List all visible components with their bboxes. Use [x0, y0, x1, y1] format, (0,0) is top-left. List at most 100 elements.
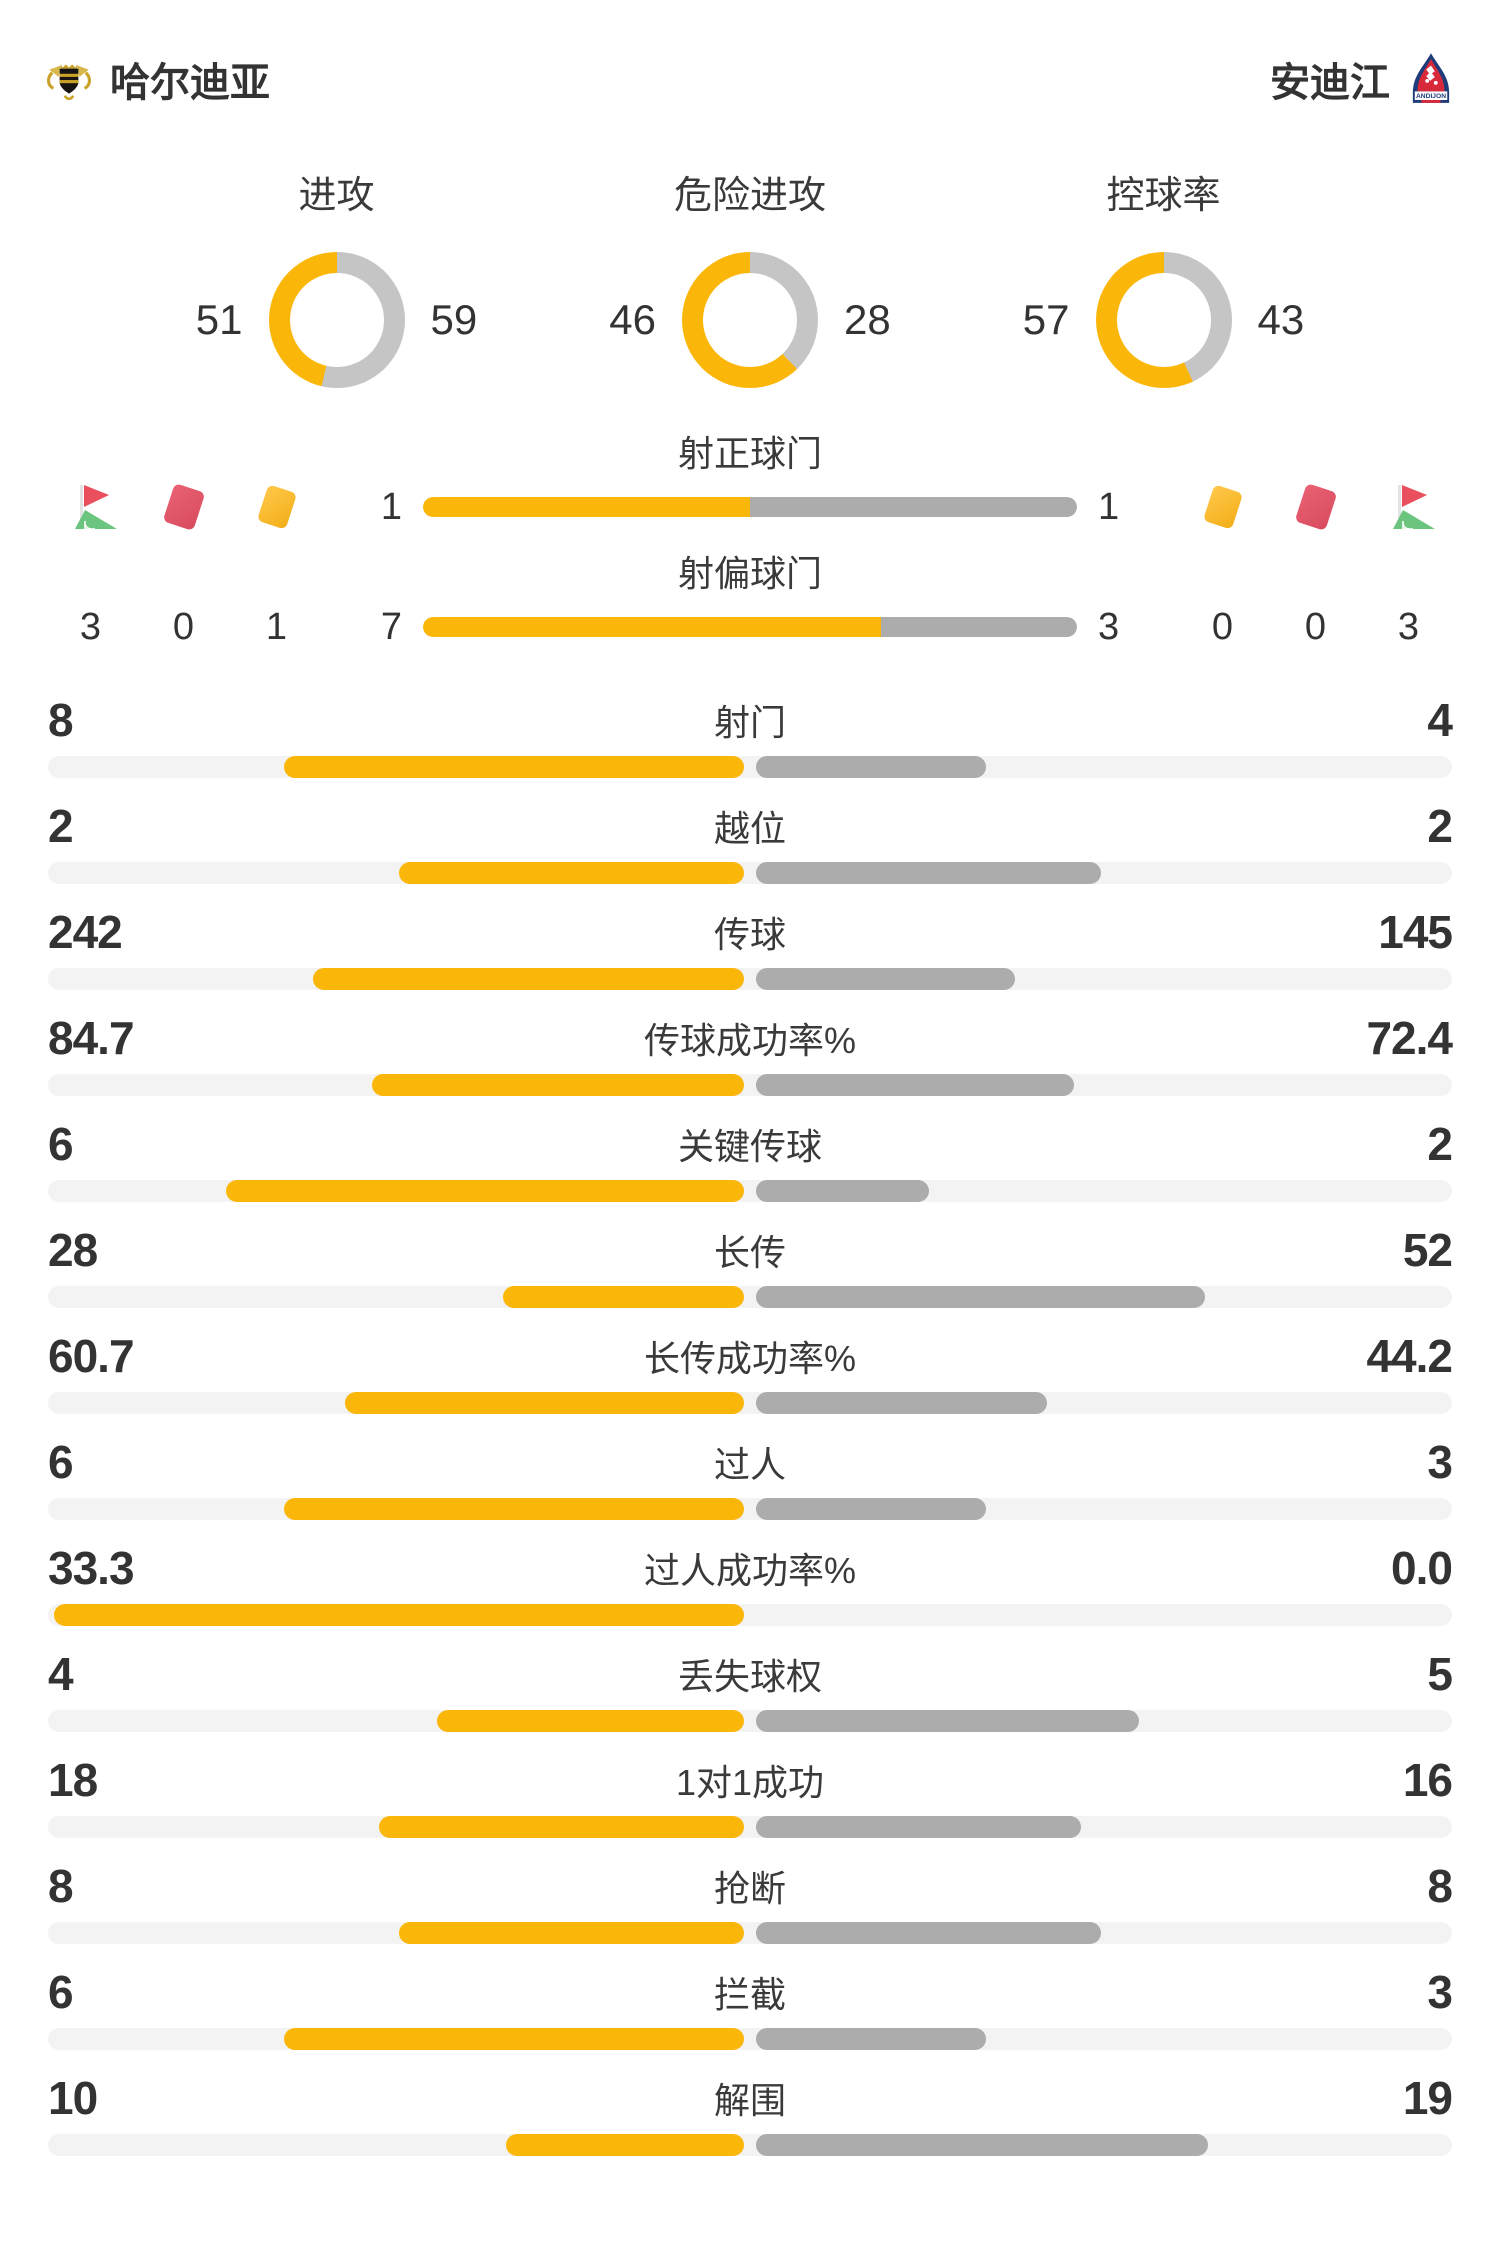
stat-bar-away [756, 1710, 1139, 1732]
shots-on-target-bar [423, 497, 1077, 517]
stat-away-value: 19 [1402, 2072, 1453, 2124]
stat-home-value: 8 [48, 694, 74, 746]
stat-away-value: 52 [1402, 1224, 1453, 1276]
shots-on-target-row: 1 1 [0, 478, 1500, 536]
stat-row: 6 过人 3 [0, 1428, 1500, 1534]
corner-flag-icon [44, 479, 137, 535]
stat-away-value: 3 [1427, 1436, 1453, 1488]
stat-home-value: 18 [48, 1754, 98, 1806]
stat-away-value: 2 [1427, 1118, 1453, 1170]
stat-bar-away [756, 1180, 929, 1202]
stat-away-value: 3 [1427, 1966, 1453, 2018]
stat-home-value: 33.3 [48, 1542, 135, 1594]
stat-bar-track [48, 1392, 1452, 1414]
stat-bar-home [284, 2028, 744, 2050]
stat-label: 丢失球权 [677, 1656, 822, 1697]
stat-away-value: 5 [1427, 1648, 1453, 1700]
svg-text:ANDIJON: ANDIJON [1416, 93, 1446, 100]
stat-bar-home [399, 862, 744, 884]
stat-row: 28 长传 52 [0, 1216, 1500, 1322]
stat-row: 8 射门 4 [0, 686, 1500, 792]
home-red-card-count: 0 [172, 605, 195, 648]
home-team-name: 哈尔迪亚 [110, 61, 270, 105]
stat-bar-track [48, 862, 1452, 884]
shots-on-target-bar-home [423, 497, 750, 517]
stat-home-value: 6 [48, 1436, 74, 1488]
shots-on-target-home-value: 1 [380, 485, 402, 528]
stat-home-value: 10 [48, 2072, 98, 2124]
stat-away-value: 2 [1427, 800, 1453, 852]
stat-label: 关键传球 [677, 1126, 822, 1167]
yellow-card-icon [230, 479, 323, 535]
away-yellow-card-count: 0 [1211, 605, 1234, 648]
yellow-card-icon [1176, 479, 1269, 535]
stat-bar-home [284, 1498, 744, 1520]
stat-away-value: 4 [1427, 694, 1453, 746]
stat-label: 传球成功率% [643, 1020, 856, 1061]
donut-away-value: 28 [844, 296, 891, 343]
stat-bar-away [756, 2028, 986, 2050]
stat-row: 6 拦截 3 [0, 1958, 1500, 2064]
stat-row: 18 1对1成功 16 [0, 1746, 1500, 1852]
stat-label: 传球 [713, 914, 786, 955]
stat-label: 长传 [713, 1232, 786, 1273]
home-discipline-icons [44, 479, 324, 535]
home-discipline-values: 3 0 1 [44, 606, 324, 649]
stat-label: 长传成功率% [643, 1338, 856, 1379]
stat-home-value: 4 [48, 1648, 74, 1700]
away-discipline-icons [1176, 479, 1456, 535]
stat-bar-home [379, 1816, 744, 1838]
donut-block: 危险进攻 46 28 [544, 174, 957, 388]
stat-bar-home [226, 1180, 744, 1202]
stat-label: 过人 [713, 1444, 786, 1485]
stat-bar-away [756, 862, 1101, 884]
stat-bar-away [756, 756, 986, 778]
corner-flag-icon [1362, 479, 1455, 535]
stat-bar-home [503, 1286, 744, 1308]
stat-bar-track [48, 968, 1452, 990]
away-corner-count: 3 [1397, 605, 1420, 648]
stat-home-value: 242 [48, 906, 123, 958]
stat-bar-home [313, 968, 744, 990]
donut-chart [682, 252, 818, 388]
stat-bar-track [48, 1604, 1452, 1626]
stat-row: 242 传球 145 [0, 898, 1500, 1004]
red-card-icon [137, 479, 230, 535]
home-team-logo-icon [44, 51, 94, 107]
stat-bar-away [756, 1498, 986, 1520]
stat-home-value: 60.7 [48, 1330, 135, 1382]
shots-off-target-bar-away [880, 617, 1077, 637]
donut-away-value: 59 [430, 296, 478, 343]
stat-bar-away [756, 2134, 1208, 2156]
stat-label: 抢断 [713, 1868, 786, 1909]
stat-bar-track [48, 1710, 1452, 1732]
stat-row: 2 越位 2 [0, 792, 1500, 898]
stat-label: 拦截 [713, 1974, 786, 2015]
stat-away-value: 0.0 [1391, 1542, 1453, 1594]
stat-home-value: 2 [48, 800, 74, 852]
stat-bar-home [437, 1710, 744, 1732]
stat-label: 解围 [713, 2080, 786, 2121]
donut-block: 控球率 57 43 [957, 174, 1370, 388]
donut-title: 危险进攻 [673, 175, 826, 217]
red-card-icon [1269, 479, 1362, 535]
stat-bar-track [48, 2028, 1452, 2050]
stat-bar-home [54, 1604, 744, 1626]
stat-home-value: 84.7 [48, 1012, 135, 1064]
stat-bar-home [399, 1922, 744, 1944]
home-team: 哈尔迪亚 [44, 50, 270, 108]
stat-bar-away [756, 1074, 1074, 1096]
stat-home-value: 8 [48, 1860, 74, 1912]
stat-row: 6 关键传球 2 [0, 1110, 1500, 1216]
stat-bar-track [48, 1922, 1452, 1944]
stat-bar-track [48, 1074, 1452, 1096]
stat-away-value: 145 [1378, 906, 1453, 958]
stat-bar-away [756, 1392, 1047, 1414]
stat-bar-away [756, 1816, 1081, 1838]
stat-row: 10 解围 19 [0, 2064, 1500, 2170]
donut-chart [268, 252, 405, 388]
stats-list: 8 射门 4 2 越位 2 242 传球 145 [0, 686, 1500, 2170]
shots-off-target-bar [423, 617, 1077, 637]
stat-home-value: 6 [48, 1118, 74, 1170]
